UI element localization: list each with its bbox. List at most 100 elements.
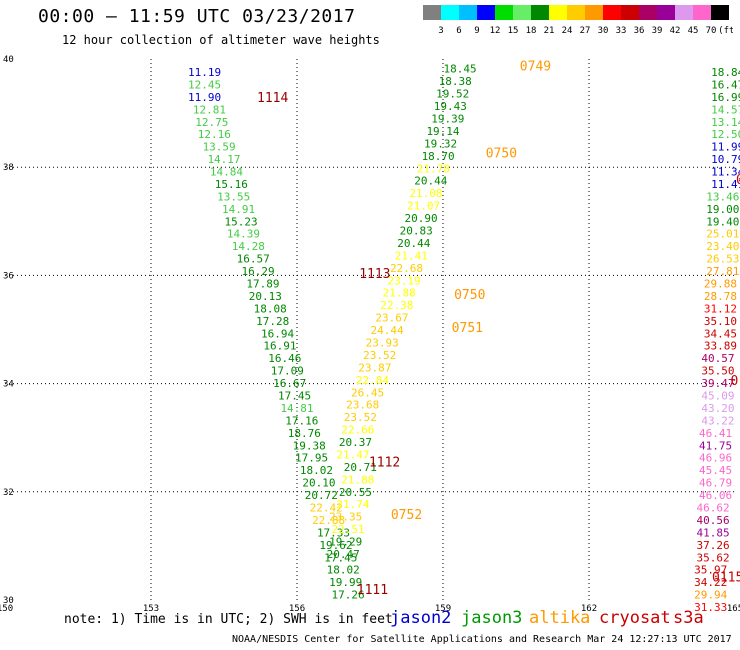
wave-height-label: 18.45 (443, 63, 476, 76)
legend-swatch (549, 5, 567, 20)
wave-height-label: 19.00 (706, 203, 739, 216)
wave-height-label: 45.45 (699, 464, 732, 477)
wave-height-label: 18.38 (439, 75, 472, 88)
wave-height-label: 18.02 (300, 464, 333, 477)
wave-height-label: 35.50 (701, 365, 734, 378)
note-text: note: 1) Time is in UTC; 2) SWH is in fe… (64, 612, 393, 627)
wave-height-label: 21.47 (336, 448, 369, 461)
wave-height-label: 19.14 (426, 125, 459, 138)
legend-label: 30 (598, 26, 609, 35)
wave-height-label: 22.42 (310, 501, 343, 514)
legend-swatch (585, 5, 603, 20)
wave-height-label: 18.84 (711, 66, 740, 79)
y-tick-label: 40 (3, 55, 14, 65)
wave-height-label: 35.97 (694, 564, 727, 577)
wave-height-label: 13.46 (706, 190, 739, 203)
pass-time-label: 0752 (391, 508, 422, 523)
legend-label: 12 (490, 26, 501, 35)
wave-height-label: 46.79 (699, 477, 732, 490)
legend-jason3: jason3 (461, 608, 523, 628)
wave-height-label: 34.45 (704, 327, 737, 340)
wave-height-label: 20.37 (339, 436, 372, 449)
legend-swatch (477, 5, 495, 20)
wave-height-label: 13.14 (711, 116, 740, 129)
wave-height-label: 25.01 (706, 228, 739, 241)
wave-height-label: 20.44 (414, 175, 447, 188)
wave-height-label: 24.44 (370, 324, 403, 337)
wave-height-label: 14.39 (227, 228, 260, 241)
legend-swatch (675, 5, 693, 20)
legend-label: 24 (562, 26, 573, 35)
wave-height-label: 29.88 (704, 278, 737, 291)
wave-height-label: 22.84 (356, 374, 389, 387)
wave-height-label: 14.28 (232, 240, 265, 253)
legend-label: 21 (544, 26, 555, 35)
wave-height-label: 11.19 (188, 66, 221, 79)
legend-swatch (711, 5, 729, 20)
pass-time-label: 0750 (486, 147, 517, 162)
wave-height-label: 23.35 (329, 511, 362, 524)
wave-height-label: 23.19 (388, 274, 421, 287)
wave-height-label: 31.12 (704, 302, 737, 315)
wave-height-label: 23.68 (346, 399, 379, 412)
legend-swatch (459, 5, 477, 20)
wave-height-label: 27.81 (706, 265, 739, 278)
legend-swatch (621, 5, 639, 20)
wave-height-label: 41.75 (699, 439, 732, 452)
wave-height-label: 26.45 (351, 386, 384, 399)
wave-height-label: 22.66 (341, 424, 374, 437)
y-tick-label: 34 (3, 380, 14, 390)
wave-height-label: 21.78 (417, 162, 450, 175)
legend-label: 6 (456, 26, 461, 35)
wave-height-label: 19.40 (706, 215, 739, 228)
x-tick-label: 159 (435, 604, 451, 614)
pass-time-label: 0751 (452, 321, 483, 336)
pass-time-label: 0115 (712, 571, 740, 586)
legend-label: 15 (508, 26, 519, 35)
wave-height-label: 19.62 (319, 539, 352, 552)
legend-s3a: s3a (673, 608, 704, 628)
legend-label: 9 (474, 26, 479, 35)
wave-height-label: 20.13 (249, 290, 282, 303)
wave-height-label: 37.26 (697, 539, 730, 552)
legend-swatch (495, 5, 513, 20)
wave-height-label: 16.46 (268, 352, 301, 365)
wave-height-label: 22.88 (312, 514, 345, 527)
wave-height-label: 21.88 (341, 473, 374, 486)
wave-height-label: 20.47 (327, 548, 360, 561)
wave-height-label: 21.08 (409, 187, 442, 200)
wave-height-label: 11.34 (711, 166, 740, 179)
wave-height-label: 40.57 (701, 352, 734, 365)
legend-swatch (603, 5, 621, 20)
wave-height-label: 16.99 (711, 91, 740, 104)
wave-height-label: 20.55 (339, 486, 372, 499)
wave-height-label: 16.29 (242, 265, 275, 278)
legend-altika: altika (529, 608, 591, 628)
wave-height-label: 17.89 (246, 278, 279, 291)
pass-time-label: 011 (731, 374, 740, 389)
wave-height-label: 16.57 (237, 253, 270, 266)
x-tick-label: 162 (581, 604, 597, 614)
wave-height-label: 46.62 (697, 501, 730, 514)
wave-height-label: 40.56 (697, 514, 730, 527)
wave-height-label: 46.41 (699, 427, 732, 440)
wave-height-label: 23.40 (706, 240, 739, 253)
wave-height-label: 16.67 (273, 377, 306, 390)
pass-time-label: 0749 (520, 59, 551, 74)
footer-credit: NOAA/NESDIS Center for Satellite Applica… (232, 634, 732, 645)
wave-height-label: 17.26 (332, 589, 365, 602)
wave-height-label: 18.02 (327, 564, 360, 577)
legend-jason2: jason2 (390, 608, 452, 628)
wave-height-label: 17.33 (317, 526, 350, 539)
wave-height-label: 16.94 (261, 327, 294, 340)
legend-label: 3 (438, 26, 443, 35)
wave-height-label: 18.76 (288, 427, 321, 440)
legend-label: 33 (616, 26, 627, 35)
pass-time-label: 1112 (369, 456, 400, 471)
wave-height-label: 17.16 (285, 414, 318, 427)
wave-height-label: 12.81 (193, 103, 226, 116)
wave-height-label: 22.68 (390, 262, 423, 275)
legend-swatch (531, 5, 549, 20)
wave-height-label: 19.38 (293, 439, 326, 452)
wave-height-label: 20.90 (405, 212, 438, 225)
